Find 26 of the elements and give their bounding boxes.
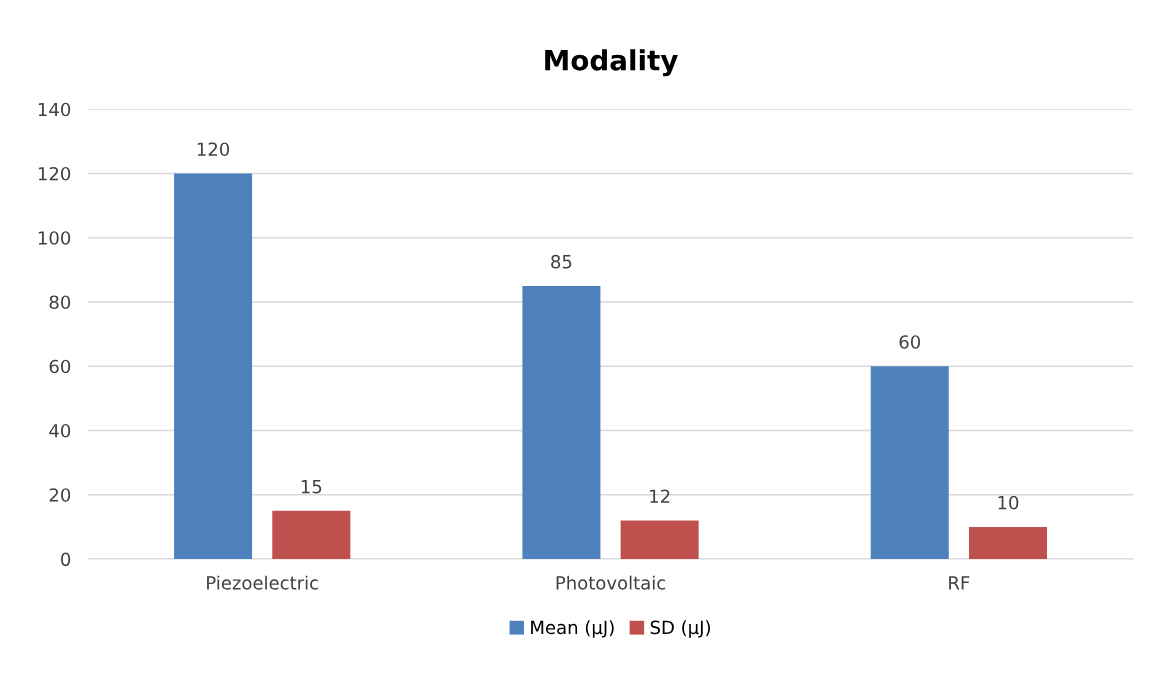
data-label: 85 xyxy=(551,254,572,269)
data-label: 10 xyxy=(998,495,1019,510)
x-tick-label: RF xyxy=(949,576,970,590)
bar xyxy=(174,173,253,560)
bar xyxy=(870,366,949,560)
bar xyxy=(968,526,1048,560)
x-tick-label: Photovoltaic xyxy=(556,575,666,590)
legend-label: SD (µJ) xyxy=(650,620,710,638)
data-label: 15 xyxy=(301,480,322,494)
y-tick-label: 140 xyxy=(38,102,71,117)
y-tick-label: 80 xyxy=(49,295,71,310)
legend-label: Mean (µJ) xyxy=(531,620,614,638)
chart-title: Modality xyxy=(545,49,678,77)
bar xyxy=(272,510,351,560)
y-tick-label: 100 xyxy=(38,231,71,245)
x-tick-label: Piezoelectric xyxy=(207,575,318,590)
y-tick-label: 60 xyxy=(49,359,71,374)
bar xyxy=(620,520,699,560)
y-tick-label: 20 xyxy=(49,488,71,502)
y-tick-label: 0 xyxy=(61,552,71,567)
y-tick-label: 40 xyxy=(49,423,71,438)
bar xyxy=(522,285,601,560)
y-tick-label: 120 xyxy=(38,166,71,181)
data-label: 60 xyxy=(899,335,921,349)
data-label: 12 xyxy=(650,489,670,503)
data-label: 120 xyxy=(197,142,230,157)
